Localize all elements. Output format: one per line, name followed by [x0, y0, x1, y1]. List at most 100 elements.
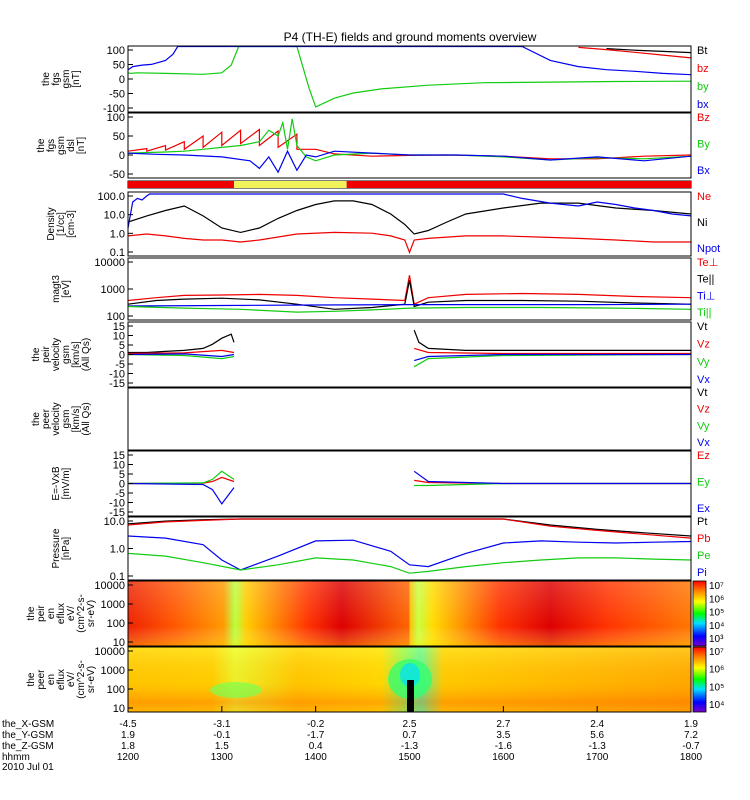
- legend-fgs-0: Bt: [697, 45, 707, 57]
- ytick-label-temperature-0: 10000: [94, 257, 125, 269]
- series-line-fgs-0: [606, 48, 691, 54]
- ytick-label-efield-5: -10: [109, 498, 125, 510]
- legend-efield-1: Ey: [697, 477, 710, 489]
- ylabel-efield-0: E=-VxB: [51, 466, 62, 501]
- panel-frames: [127, 45, 692, 713]
- ytick-label-fgs-1: 50: [113, 60, 125, 72]
- ylabel-fgs_dsl-2: gsm: [56, 136, 67, 155]
- series-line-density-0: [128, 200, 691, 235]
- series-line-efield-0: [128, 476, 691, 485]
- legend-peir_velocity-1: Vz: [697, 339, 710, 351]
- panel-frame-fgs_dsl: [127, 112, 692, 179]
- series-line-fgs-3: [128, 46, 691, 76]
- ylabel-density-1: [1/cc]: [56, 212, 67, 236]
- legend-pressure-0: Pt: [697, 516, 707, 528]
- ytick-label-temperature-1: 1000: [101, 284, 125, 296]
- colorbar-label-peir_eflux-1: 10⁶: [709, 594, 724, 605]
- series-line-pressure-0: [128, 518, 691, 537]
- axis-value-2-3: -1.3: [401, 741, 419, 752]
- ytick-label-peir_eflux-1: 1000: [101, 599, 125, 611]
- axis-value-2-5: -1.3: [589, 741, 607, 752]
- legend-density-2: Npot: [697, 243, 720, 255]
- ylabel-peer_velocity-5: (All Qs): [81, 402, 92, 435]
- series-line-fgs-1: [578, 46, 691, 59]
- axis-value-1-6: 7.2: [684, 730, 698, 741]
- series-line-pressure-1: [128, 518, 691, 539]
- axis-value-1-4: 3.5: [496, 730, 510, 741]
- axis-value-0-5: 2.4: [590, 719, 604, 730]
- axis-value-1-3: 0.7: [403, 730, 417, 741]
- ylabel-peer_eflux-2: en: [46, 674, 57, 685]
- ytick-label-fgs-4: -100: [103, 103, 125, 115]
- legend-peir_velocity-3: Vx: [697, 374, 710, 386]
- ytick-label-density-2: 1.0: [110, 228, 125, 240]
- ytick-label-peer_eflux-2: 100: [107, 684, 125, 696]
- ylabel-peer_eflux-6: sr-eV): [86, 666, 97, 693]
- ytick-label-fgs_dsl-1: 50: [113, 131, 125, 143]
- ylabel-peir_eflux-2: en: [46, 608, 57, 619]
- axis-value-3-3: 1500: [398, 752, 421, 763]
- series-line-efield-2: [128, 470, 691, 505]
- ylabel-peir_eflux-4: eV/: [66, 606, 77, 621]
- panel-frame-density: [127, 191, 692, 257]
- ylabel-group-fgs: the fgs gsm [nT]: [41, 70, 82, 89]
- colorbar-label-peir_eflux-3: 10⁴: [709, 621, 724, 632]
- legend-fgs-1: bz: [697, 63, 709, 75]
- ytick-label-efield-6: -15: [109, 507, 125, 519]
- mode-bar-segment-0: [128, 181, 235, 188]
- series-layer: [128, 46, 691, 574]
- ylabel-peer_eflux-0: the: [26, 672, 37, 686]
- ylabel-fgs-0: the: [41, 72, 52, 86]
- legend-density-0: Ne: [697, 191, 711, 203]
- axis-value-1-5: 5.6: [590, 730, 604, 741]
- axis-value-2-4: -1.6: [495, 741, 513, 752]
- ytick-label-efield-0: 15: [113, 450, 125, 462]
- axis-value-3-5: 1700: [586, 752, 609, 763]
- ylabel-group-peer_eflux: the peer en eflux eV/(cm^2-s-sr-eV): [26, 660, 97, 699]
- axis-value-2-2: 0.4: [309, 741, 323, 752]
- ytick-label-peir_eflux-2: 100: [107, 618, 125, 630]
- ylabel-peir_velocity-2: velocity: [51, 338, 62, 371]
- ylabel-peer_eflux-4: eV/: [66, 672, 77, 687]
- series-line-temperature-0: [128, 275, 691, 306]
- legend-pressure-1: Pb: [697, 533, 710, 545]
- axis-row-label-0: the_X-GSM: [2, 719, 54, 730]
- ytick-label-density-1: 10.0: [104, 210, 125, 222]
- ytick-label-peer_eflux-0: 10000: [94, 646, 125, 658]
- axis-value-3-4: 1600: [492, 752, 515, 763]
- chart-title: P4 (TH-E) fields and ground moments over…: [284, 30, 537, 44]
- colorbar-label-peer_eflux-2: 10⁵: [709, 682, 724, 693]
- ylabel-peir_eflux-1: peir: [36, 604, 47, 621]
- series-line-fgs-2: [128, 46, 691, 108]
- panel-frame-peir_eflux: [127, 580, 692, 647]
- series-line-peir_velocity-1: [128, 347, 691, 355]
- legend-pressure-2: Pe: [697, 550, 710, 562]
- ylabel-fgs_dsl-1: fgs: [46, 139, 57, 152]
- ytick-label-pressure-0: 10.0: [104, 516, 125, 528]
- ylabel-peer_eflux-3: eflux: [56, 669, 67, 690]
- ytick-label-peir_velocity-5: -10: [109, 369, 125, 381]
- ytick-label-peir_velocity-2: 5: [119, 340, 125, 352]
- series-line-density-2: [128, 193, 691, 229]
- ylabel-peir_eflux-3: eflux: [56, 603, 67, 624]
- axis-value-1-0: 1.9: [121, 730, 135, 741]
- ylabel-temperature-0: magt3: [51, 275, 62, 303]
- ytick-label-density-0: 100.0: [97, 191, 125, 203]
- ylabel-peir_velocity-5: (All Qs): [81, 338, 92, 371]
- axis-value-2-1: 1.5: [215, 741, 229, 752]
- ylabel-fgs-1: fgs: [51, 72, 62, 85]
- ylabel-peer_velocity-1: peer: [41, 408, 52, 429]
- panel-frame-peer_velocity: [127, 387, 692, 451]
- series-line-pressure-2: [128, 535, 691, 571]
- legend-fgs_dsl-1: By: [697, 139, 710, 151]
- heatmap-layer: [128, 580, 707, 713]
- ytick-label-temperature-2: 100: [107, 311, 125, 323]
- series-line-peir_velocity-0: [128, 329, 691, 354]
- axis-value-3-0: 1200: [117, 752, 140, 763]
- axis-value-3-1: 1300: [211, 752, 234, 763]
- mode-bar-segment-1: [234, 181, 347, 188]
- legend-temperature-1: Te||: [697, 274, 714, 286]
- peer-eflux-cyan-core: [400, 663, 420, 687]
- ytick-label-efield-2: 5: [119, 469, 125, 481]
- peer-eflux-gap-bar: [407, 680, 414, 712]
